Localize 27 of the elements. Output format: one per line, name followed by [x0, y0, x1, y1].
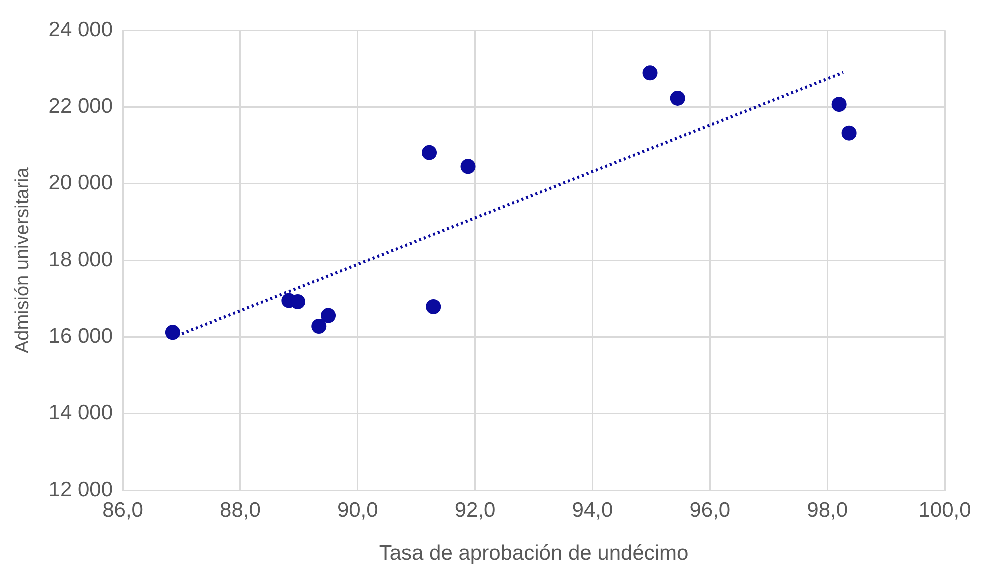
point [312, 319, 327, 334]
point [842, 126, 857, 141]
point [426, 299, 442, 314]
point [832, 97, 847, 112]
y-tick-label: 20 000 [48, 172, 114, 195]
x-tick-label: 96,0 [690, 498, 731, 522]
y-tick-label: 16 000 [48, 325, 114, 348]
point [422, 145, 438, 160]
y-tick-label: 18 000 [48, 248, 114, 272]
x-tick-label: 88,0 [220, 498, 261, 522]
x-tick-label: 92,0 [454, 498, 496, 522]
x-tick-label: 86,0 [102, 498, 144, 522]
x-tick-label: 100,0 [918, 498, 972, 522]
y-tick-label: 22 000 [48, 95, 114, 118]
y-tick-label: 14 000 [48, 402, 114, 425]
y-tick-label: 12 000 [48, 478, 114, 502]
point [670, 90, 686, 106]
y-tick-label: 24 000 [48, 18, 114, 42]
point [460, 159, 476, 174]
x-tick-label: 98,0 [807, 498, 848, 522]
x-tick-label: 94,0 [572, 498, 614, 522]
y-axis-title: Admisión universitaria [12, 167, 34, 354]
x-axis-title: Tasa de aprobación de undécimo [379, 542, 689, 566]
point [642, 66, 658, 81]
point [321, 308, 336, 324]
point [165, 325, 180, 340]
x-tick-label: 90,0 [337, 498, 378, 522]
